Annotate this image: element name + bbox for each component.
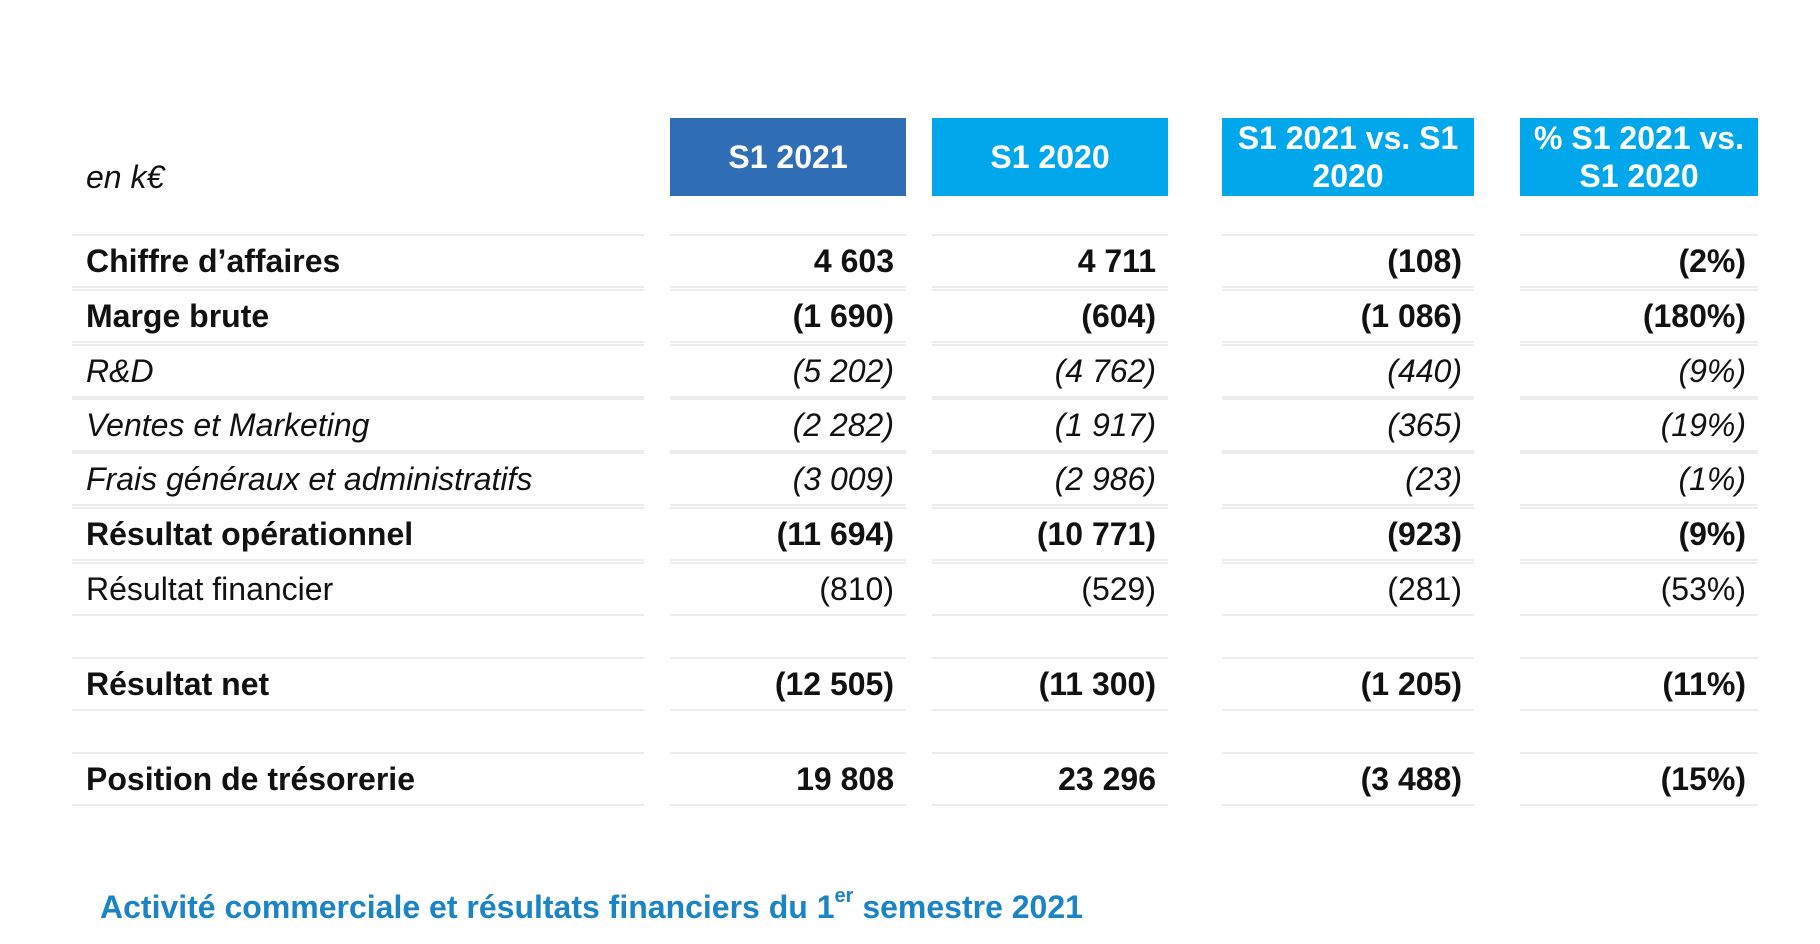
cell-s1-2021: (5 202) [670,344,906,398]
table-row-resultat-net: Résultat net (12 505) (11 300) (1 205) (… [0,657,1820,711]
caption: Activité commerciale et résultats financ… [100,885,1083,926]
cell-s1-2021: (3 009) [670,452,906,506]
column-header-s1-2021: S1 2021 [670,118,906,196]
cell-percent-variation: (11%) [1520,657,1758,711]
row-label: Résultat opérationnel [72,507,644,561]
cell-variation: (281) [1222,562,1474,616]
cell-percent-variation: (180%) [1520,289,1758,343]
cell-variation: (923) [1222,507,1474,561]
table-row-resultat-financier: Résultat financier (810) (529) (281) (53… [0,562,1820,616]
caption-text-before: Activité commerciale et résultats financ… [100,889,835,925]
cell-variation: (1 086) [1222,289,1474,343]
row-label: Marge brute [72,289,644,343]
cell-s1-2021: (12 505) [670,657,906,711]
cell-s1-2020: 23 296 [932,752,1168,806]
caption-ordinal-suffix: er [834,885,854,908]
table-row-marge-brute: Marge brute (1 690) (604) (1 086) (180%) [0,289,1820,343]
cell-s1-2020: (604) [932,289,1168,343]
cell-percent-variation: (53%) [1520,562,1758,616]
cell-percent-variation: (1%) [1520,452,1758,506]
cell-percent-variation: (9%) [1520,507,1758,561]
row-label: Frais généraux et administratifs [72,452,644,506]
table-row-resultat-operationnel: Résultat opérationnel (11 694) (10 771) … [0,507,1820,561]
cell-s1-2020: (1 917) [932,398,1168,452]
row-label: Chiffre d’affaires [72,234,644,288]
table-row-frais-generaux: Frais généraux et administratifs (3 009)… [0,452,1820,506]
table-row-position-tresorerie: Position de trésorerie 19 808 23 296 (3 … [0,752,1820,806]
cell-s1-2021: (2 282) [670,398,906,452]
cell-s1-2021: 4 603 [670,234,906,288]
cell-s1-2021: 19 808 [670,752,906,806]
row-label: Résultat financier [72,562,644,616]
row-label: Ventes et Marketing [72,398,644,452]
caption-text-after: semestre 2021 [853,889,1083,925]
cell-variation: (108) [1222,234,1474,288]
cell-s1-2020: (529) [932,562,1168,616]
cell-variation: (3 488) [1222,752,1474,806]
unit-label: en k€ [86,159,165,195]
cell-variation: (365) [1222,398,1474,452]
cell-percent-variation: (2%) [1520,234,1758,288]
table-row-rd: R&D (5 202) (4 762) (440) (9%) [0,344,1820,398]
row-label: R&D [72,344,644,398]
row-label: Position de trésorerie [72,752,644,806]
table-row-ventes-marketing: Ventes et Marketing (2 282) (1 917) (365… [0,398,1820,452]
cell-percent-variation: (9%) [1520,344,1758,398]
column-header-s1-2020: S1 2020 [932,118,1168,196]
cell-percent-variation: (15%) [1520,752,1758,806]
table-row-chiffre-affaires: Chiffre d’affaires 4 603 4 711 (108) (2%… [0,234,1820,288]
cell-percent-variation: (19%) [1520,398,1758,452]
row-label: Résultat net [72,657,644,711]
cell-s1-2020: (10 771) [932,507,1168,561]
cell-s1-2021: (11 694) [670,507,906,561]
cell-s1-2021: (810) [670,562,906,616]
cell-s1-2020: (2 986) [932,452,1168,506]
cell-variation: (440) [1222,344,1474,398]
cell-s1-2021: (1 690) [670,289,906,343]
cell-s1-2020: 4 711 [932,234,1168,288]
cell-variation: (1 205) [1222,657,1474,711]
column-header-percent-variation: % S1 2021 vs. S1 2020 [1520,118,1758,196]
cell-s1-2020: (11 300) [932,657,1168,711]
cell-s1-2020: (4 762) [932,344,1168,398]
column-header-variation: S1 2021 vs. S1 2020 [1222,118,1474,196]
cell-variation: (23) [1222,452,1474,506]
